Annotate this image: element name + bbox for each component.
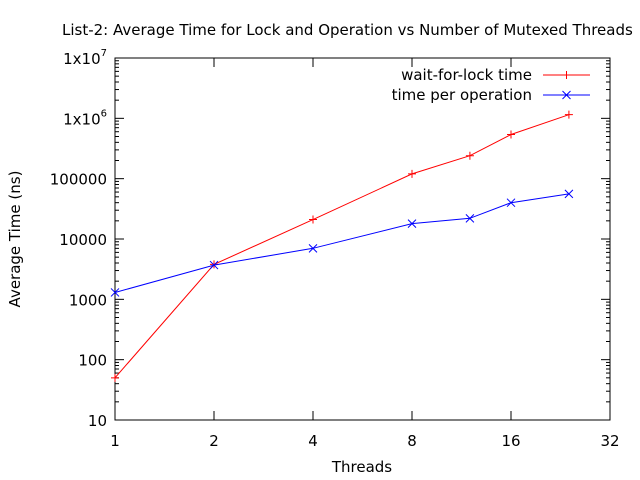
- x-axis-label: Threads: [331, 458, 392, 476]
- x-tick-label: 16: [501, 432, 520, 450]
- series-layer: [110, 110, 574, 382]
- x-tick-label: 1: [110, 432, 120, 450]
- y-tick-label: 10: [88, 412, 107, 430]
- y-axis-label: Average Time (ns): [6, 171, 24, 308]
- data-point: [308, 243, 318, 253]
- data-point: [111, 373, 119, 382]
- y-tick-label: 100: [78, 352, 107, 370]
- legend-label: wait-for-lock time: [401, 66, 532, 84]
- x-tick-label: 32: [600, 432, 619, 450]
- x-tick-label: 4: [308, 432, 318, 450]
- series-line: [114, 193, 569, 293]
- y-tick-label: 1x107: [63, 48, 107, 68]
- y-tick-label: 10000: [59, 231, 107, 249]
- y-tick-label: 1x106: [63, 108, 107, 128]
- data-point: [564, 189, 574, 199]
- data-point: [506, 198, 516, 208]
- legend: wait-for-lock time time per operation: [392, 66, 590, 104]
- legend-entry: time per operation: [392, 86, 590, 104]
- legend-label: time per operation: [392, 86, 532, 104]
- data-point: [209, 260, 219, 270]
- x-tick-label: 8: [407, 432, 417, 450]
- data-point: [407, 219, 417, 228]
- plot-frame: [114, 57, 611, 421]
- series-0: [111, 110, 573, 382]
- chart-title: List-2: Average Time for Lock and Operat…: [62, 21, 633, 39]
- data-point: [562, 90, 571, 100]
- y-tick-label: 100000: [50, 171, 107, 189]
- y-axis-ticks: 10 100 1000 10000 100000 1x106 1x107: [50, 48, 610, 430]
- data-point: [465, 213, 475, 223]
- data-point: [507, 130, 515, 139]
- series-1: [110, 189, 574, 297]
- legend-entry: wait-for-lock time: [401, 66, 590, 84]
- data-point: [408, 169, 416, 178]
- data-point: [110, 288, 120, 297]
- x-axis-ticks: 1 2 4 8 16 32: [110, 58, 620, 450]
- x-tick-label: 2: [209, 432, 219, 450]
- data-point: [309, 215, 317, 224]
- data-point: [564, 110, 573, 119]
- data-point: [562, 71, 571, 79]
- series-line: [114, 114, 570, 379]
- y-tick-label: 1000: [69, 291, 107, 309]
- data-point: [465, 151, 474, 160]
